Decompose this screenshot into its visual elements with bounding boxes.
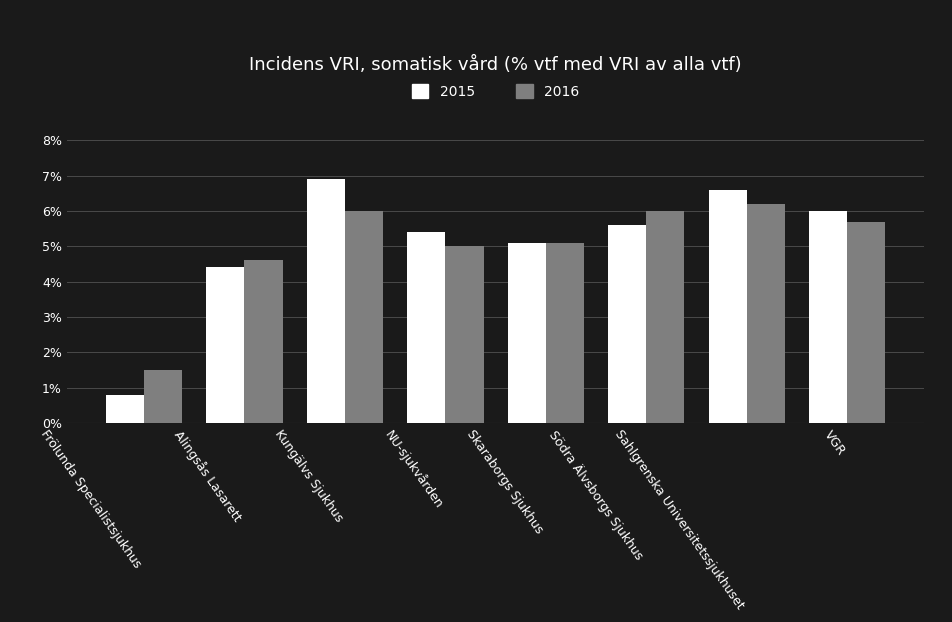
Bar [206,267,244,423]
Bar [746,204,784,423]
Bar [507,243,545,423]
Bar [645,211,684,423]
Bar [307,179,345,423]
Bar [106,395,144,423]
Title: Incidens VRI, somatisk vård (% vtf med VRI av alla vtf): Incidens VRI, somatisk vård (% vtf med V… [249,56,741,74]
Bar [407,232,445,423]
Bar [846,221,884,423]
Bar [545,243,584,423]
Bar [808,211,846,423]
Bar [345,211,383,423]
Bar [445,246,483,423]
Bar [607,225,645,423]
Bar [244,261,282,423]
Bar [144,370,182,423]
Bar [708,190,746,423]
Legend: 2015, 2016: 2015, 2016 [406,78,585,104]
